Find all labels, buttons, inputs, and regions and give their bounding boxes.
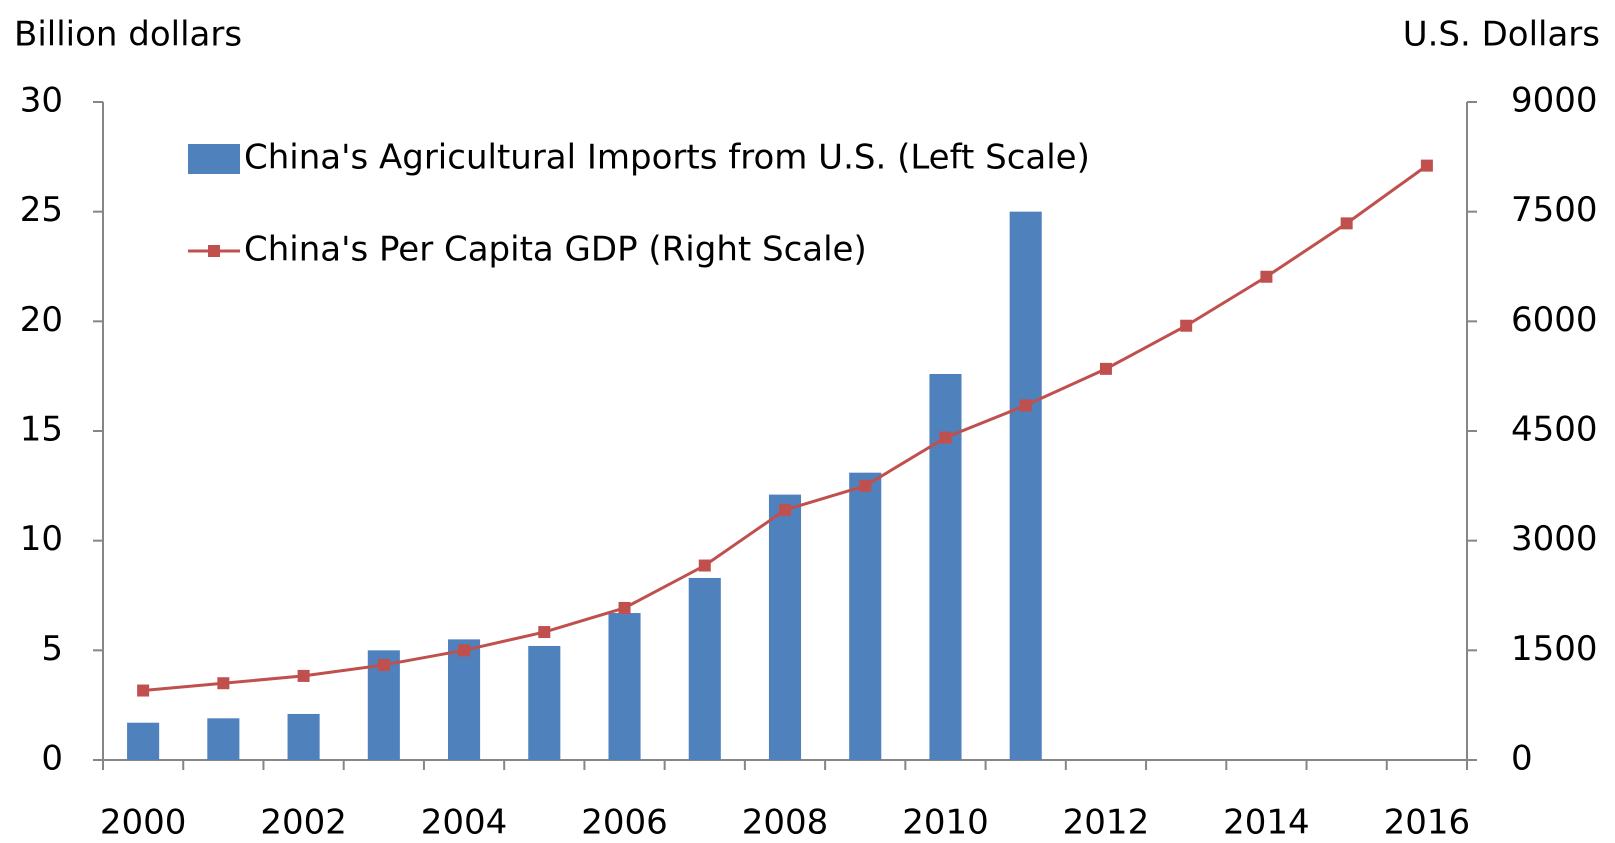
- bar: [1009, 211, 1042, 760]
- y-tick-label: 0: [41, 739, 63, 779]
- x-tick-label: 2002: [260, 803, 347, 843]
- x-tick-label: 2004: [421, 803, 508, 843]
- marker: [377, 658, 390, 671]
- x-tick-label: 2000: [100, 803, 187, 843]
- marker: [1099, 362, 1112, 375]
- marker: [1019, 399, 1032, 412]
- marker: [458, 644, 471, 657]
- marker: [137, 684, 150, 697]
- bar: [528, 645, 561, 760]
- marker: [1180, 319, 1193, 332]
- bar: [127, 722, 160, 760]
- x-tick-label: 2014: [1223, 803, 1310, 843]
- bar: [849, 472, 882, 760]
- marker: [217, 677, 230, 690]
- y-axis-title: Billion dollars: [14, 15, 242, 55]
- y-tick-label: 10: [20, 519, 63, 559]
- x-tick-label: 2016: [1384, 803, 1471, 843]
- x-tick-label: 2010: [902, 803, 989, 843]
- bar: [768, 494, 802, 760]
- y2-tick-label: 0: [1511, 739, 1533, 779]
- y2-tick-label: 3000: [1511, 519, 1598, 559]
- y-tick-label: 5: [41, 629, 63, 669]
- y2-tick-label: 4500: [1511, 410, 1598, 450]
- bar: [608, 613, 641, 760]
- x-tick-label: 2012: [1063, 803, 1150, 843]
- x-tick-label: 2008: [742, 803, 829, 843]
- y-tick-label: 30: [20, 81, 63, 121]
- bar: [207, 718, 240, 760]
- y2-tick-label: 9000: [1511, 81, 1598, 121]
- bar: [287, 713, 320, 760]
- legend-label: China's Agricultural Imports from U.S. (…: [244, 138, 1090, 178]
- marker: [618, 601, 631, 614]
- marker: [297, 669, 310, 682]
- marker: [1340, 217, 1353, 230]
- marker: [939, 431, 952, 444]
- legend-swatch: [188, 144, 240, 174]
- marker: [859, 479, 872, 492]
- y-tick-label: 25: [20, 190, 63, 230]
- marker: [698, 559, 711, 572]
- y2-tick-label: 1500: [1511, 629, 1598, 669]
- y2-axis-title: U.S. Dollars: [1403, 15, 1600, 55]
- bar: [448, 639, 481, 760]
- legend-label: China's Per Capita GDP (Right Scale): [244, 230, 867, 270]
- marker: [1420, 159, 1433, 172]
- x-tick-label: 2006: [581, 803, 668, 843]
- y-tick-label: 15: [20, 410, 63, 450]
- marker: [538, 626, 551, 639]
- y-tick-label: 20: [20, 300, 63, 340]
- legend-swatch: [208, 245, 220, 257]
- marker: [1260, 270, 1273, 283]
- bar: [688, 577, 721, 760]
- y2-tick-label: 7500: [1511, 190, 1598, 230]
- y2-tick-label: 6000: [1511, 300, 1598, 340]
- marker: [779, 503, 791, 516]
